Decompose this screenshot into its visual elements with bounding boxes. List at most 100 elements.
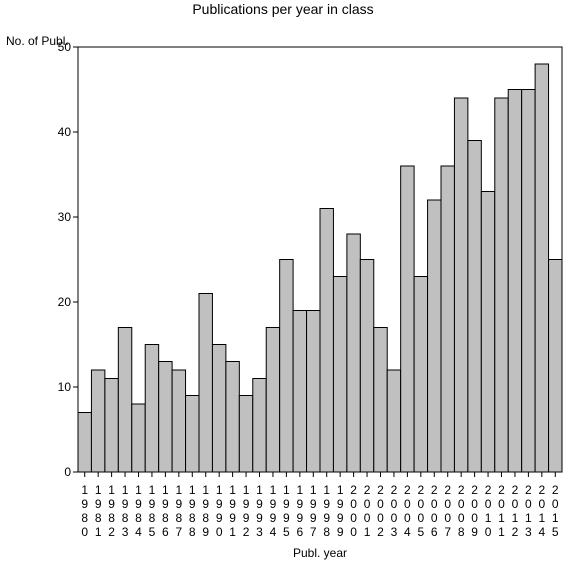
x-tick-digit: 2 bbox=[498, 483, 505, 497]
x-tick-digit: 9 bbox=[310, 497, 317, 511]
x-tick-digit: 1 bbox=[243, 483, 250, 497]
x-tick-digit: 9 bbox=[296, 497, 303, 511]
bar-2001 bbox=[359, 259, 375, 473]
bar-1981 bbox=[90, 369, 106, 473]
x-tick-digit: 9 bbox=[283, 511, 290, 525]
x-tick-digit: 8 bbox=[189, 525, 196, 539]
bar-2013 bbox=[521, 89, 536, 473]
bar-1986 bbox=[158, 361, 173, 473]
x-tick-digit: 4 bbox=[135, 525, 142, 539]
x-tick-digit: 2 bbox=[377, 525, 384, 539]
x-tick-digit: 2 bbox=[404, 483, 411, 497]
bar-1988 bbox=[185, 395, 200, 473]
x-tick-digit: 5 bbox=[149, 525, 156, 539]
x-tick-digit: 3 bbox=[256, 525, 263, 539]
x-tick-digit: 8 bbox=[458, 525, 465, 539]
bar-2014 bbox=[534, 63, 550, 473]
y-tick-label: 0 bbox=[64, 465, 71, 479]
x-tick-digit: 9 bbox=[283, 497, 290, 511]
x-tick-digit: 1 bbox=[538, 511, 545, 525]
x-tick-digit: 0 bbox=[444, 497, 451, 511]
x-tick-digit: 8 bbox=[95, 511, 102, 525]
x-tick-digit: 0 bbox=[552, 497, 559, 511]
bar-2003 bbox=[386, 369, 402, 473]
x-tick-digit: 0 bbox=[431, 497, 438, 511]
axis-layer bbox=[77, 46, 563, 473]
x-tick-digit: 1 bbox=[135, 483, 142, 497]
x-tick-digit: 2 bbox=[377, 483, 384, 497]
x-tick-digit: 2 bbox=[471, 483, 478, 497]
x-tick-digit: 9 bbox=[243, 511, 250, 525]
x-tick-digit: 8 bbox=[81, 511, 88, 525]
x-tick-digit: 5 bbox=[283, 525, 290, 539]
x-tick-digit: 3 bbox=[525, 525, 532, 539]
bar-1993 bbox=[252, 378, 267, 473]
x-tick-digit: 1 bbox=[216, 483, 223, 497]
x-tick-digit: 9 bbox=[216, 511, 223, 525]
bar-2004 bbox=[400, 165, 415, 473]
bar-1998 bbox=[319, 208, 334, 473]
x-tick-digit: 9 bbox=[337, 511, 344, 525]
x-tick-digit: 1 bbox=[95, 483, 102, 497]
x-tick-digit: 9 bbox=[256, 511, 263, 525]
x-tick-digit: 1 bbox=[229, 483, 236, 497]
x-tick-digit: 1 bbox=[485, 511, 492, 525]
x-tick-digit: 6 bbox=[162, 525, 169, 539]
y-tick-label: 10 bbox=[58, 380, 72, 394]
x-tick-digit: 4 bbox=[404, 525, 411, 539]
x-tick-digit: 0 bbox=[404, 511, 411, 525]
x-tick-digit: 8 bbox=[175, 511, 182, 525]
x-tick-digit: 9 bbox=[149, 497, 156, 511]
bar-2011 bbox=[494, 97, 509, 473]
x-tick-digit: 9 bbox=[229, 497, 236, 511]
bar-1982 bbox=[104, 378, 119, 473]
x-tick-digit: 0 bbox=[458, 497, 465, 511]
x-tick-digit: 9 bbox=[243, 497, 250, 511]
x-tick-digit: 9 bbox=[189, 497, 196, 511]
x-tick-digit: 0 bbox=[350, 497, 357, 511]
x-tick-digit: 2 bbox=[108, 525, 115, 539]
x-tick-digit: 7 bbox=[444, 525, 451, 539]
bar-2000 bbox=[346, 233, 361, 473]
y-ticks: 0 10 20 30 40 50 bbox=[58, 40, 78, 479]
bar-1997 bbox=[306, 310, 321, 473]
x-tick-digit: 8 bbox=[202, 511, 209, 525]
x-tick-digit: 1 bbox=[310, 483, 317, 497]
x-tick-digit: 1 bbox=[337, 483, 344, 497]
x-tick-digit: 0 bbox=[216, 525, 223, 539]
x-tick-digit: 9 bbox=[202, 525, 209, 539]
x-tick-digit: 9 bbox=[256, 497, 263, 511]
bar-2002 bbox=[373, 327, 388, 473]
x-tick-digit: 1 bbox=[95, 525, 102, 539]
x-tick-digit: 0 bbox=[417, 497, 424, 511]
x-tick-digit: 0 bbox=[444, 511, 451, 525]
x-tick-digit: 0 bbox=[350, 511, 357, 525]
x-tick-digit: 2 bbox=[552, 483, 559, 497]
bar-2005 bbox=[413, 276, 429, 473]
x-tick-digit: 0 bbox=[391, 497, 398, 511]
x-tick-digit: 8 bbox=[135, 511, 142, 525]
x-tick-digit: 0 bbox=[471, 511, 478, 525]
x-tick-digit: 2 bbox=[458, 483, 465, 497]
bar-1991 bbox=[225, 361, 240, 473]
x-tick-digit: 1 bbox=[81, 483, 88, 497]
x-tick-digit: 2 bbox=[538, 483, 545, 497]
